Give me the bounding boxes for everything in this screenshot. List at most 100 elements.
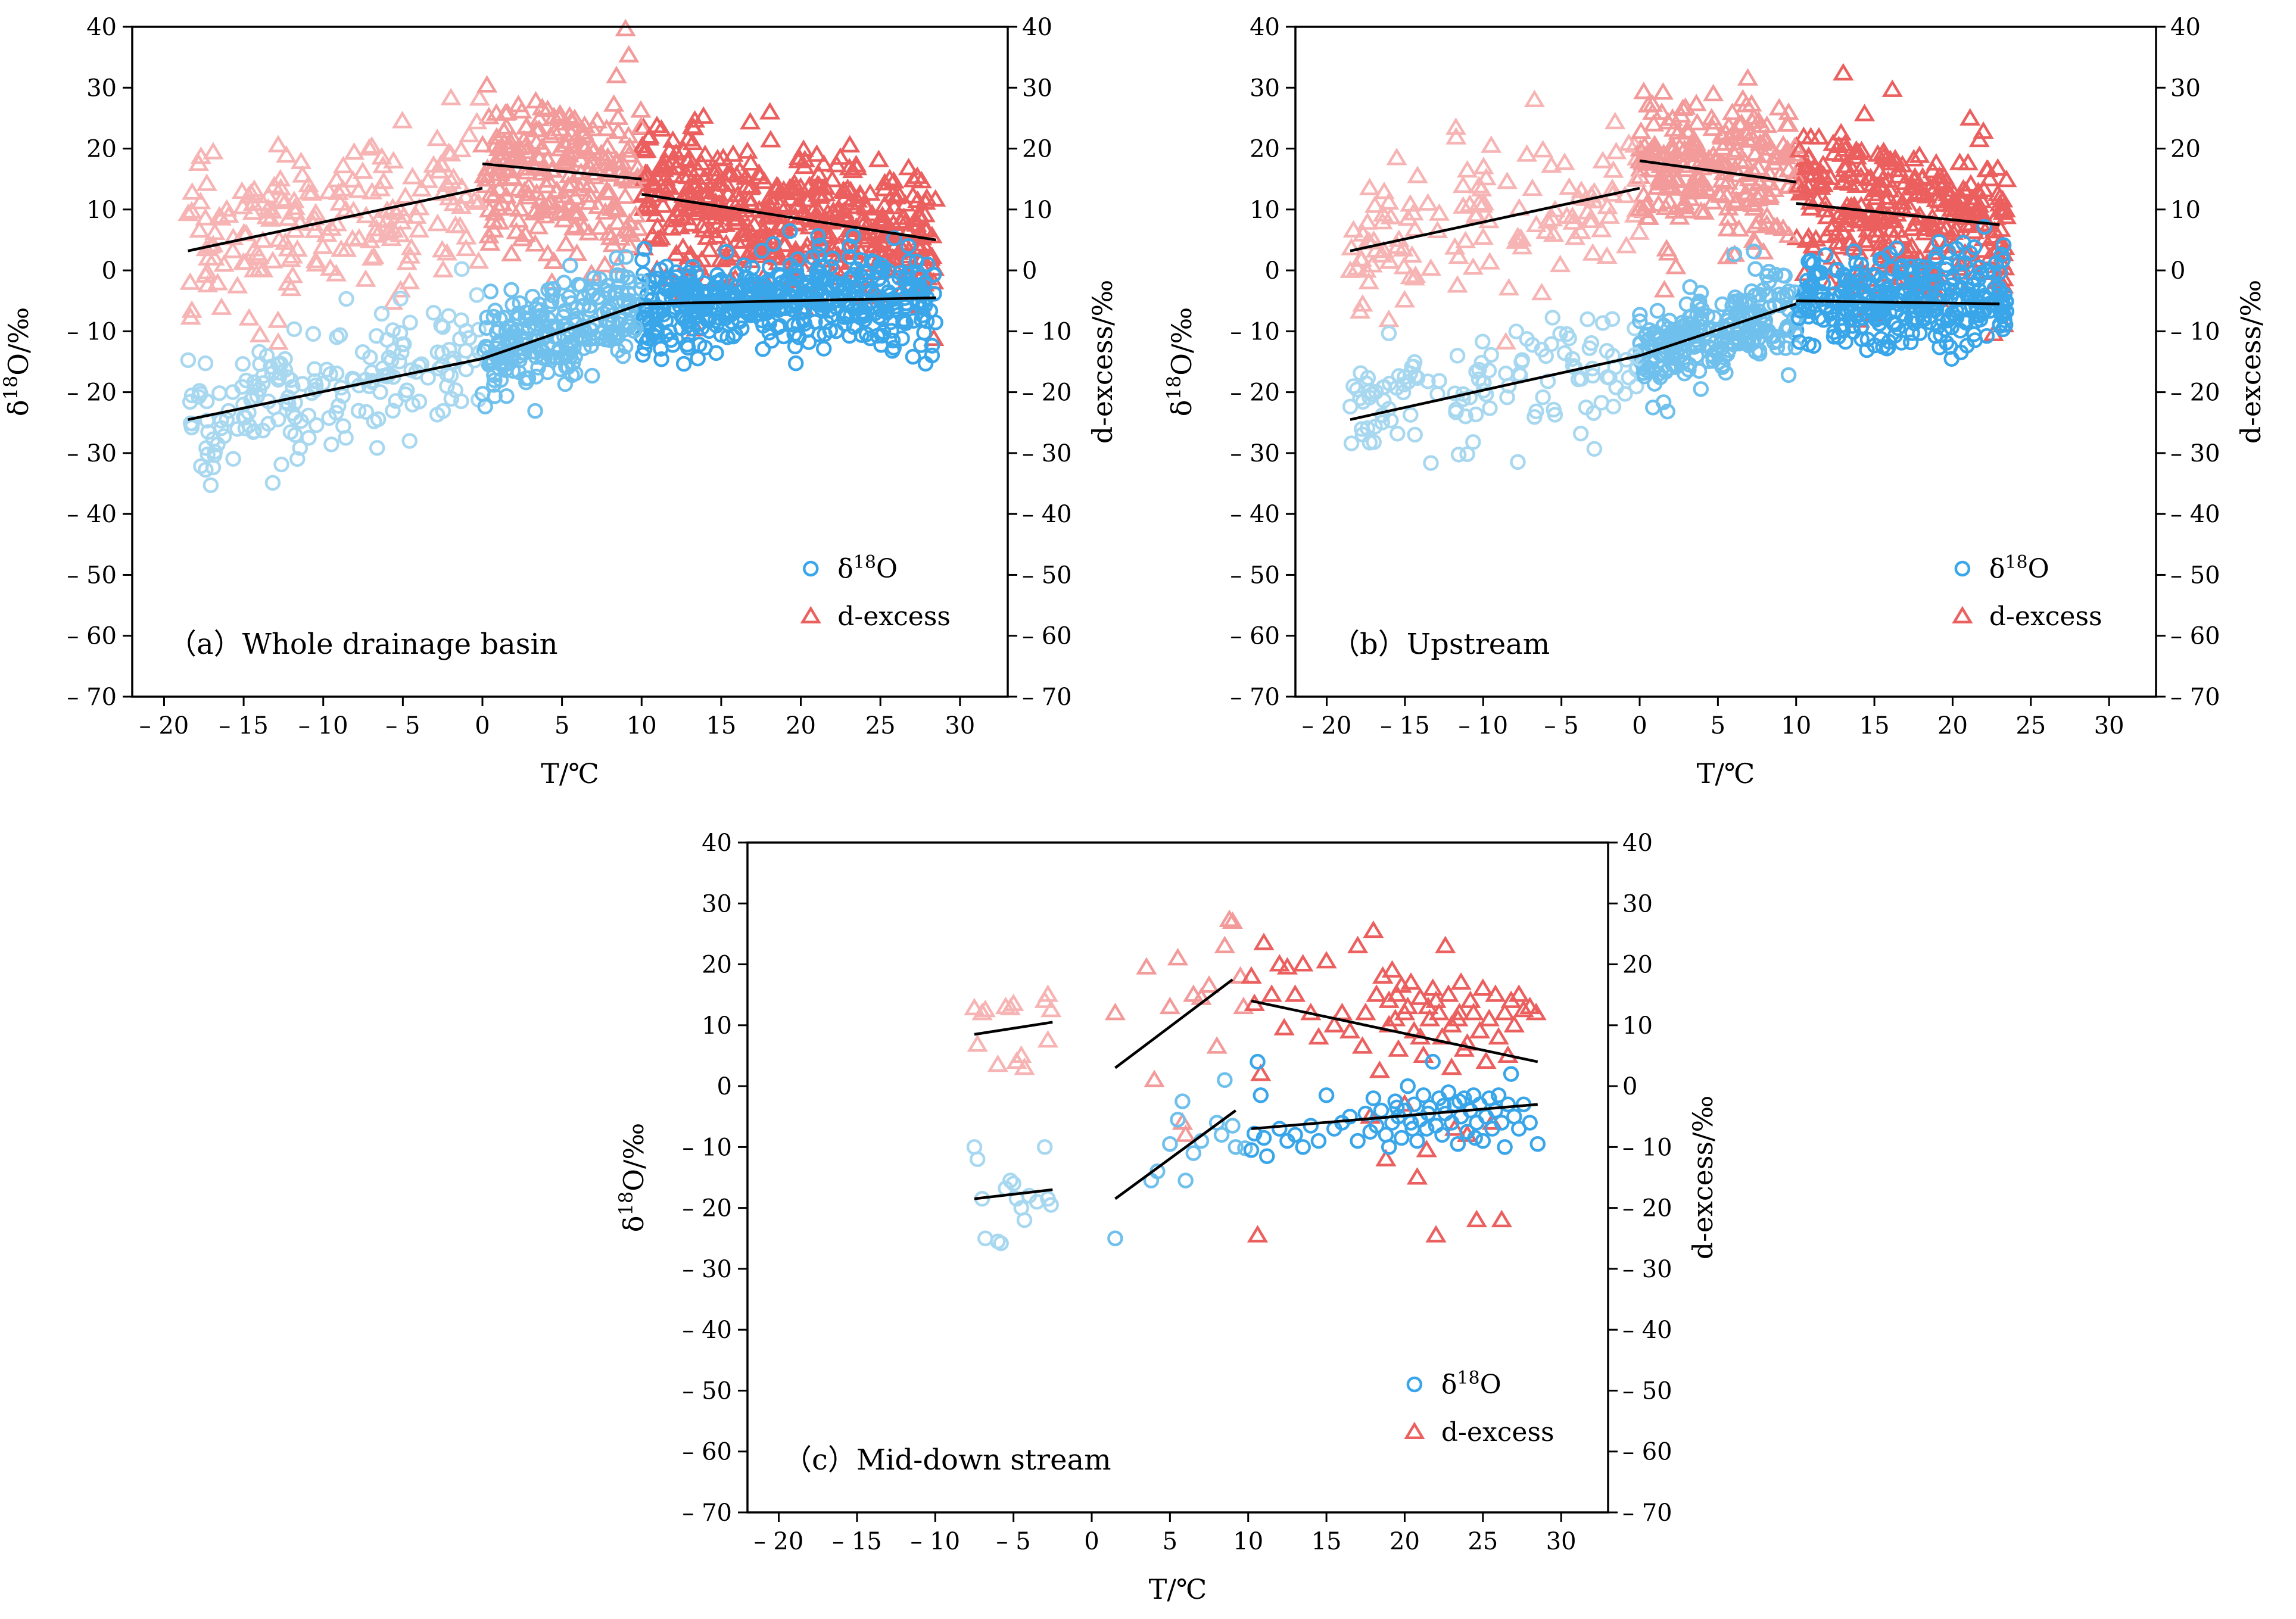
d18o-point xyxy=(1604,311,1621,327)
d18o-point xyxy=(544,287,560,304)
d18o-point xyxy=(1974,265,1990,281)
plot-frame xyxy=(131,26,1009,698)
dex-point xyxy=(1397,208,1419,226)
dex-point xyxy=(1778,225,1800,243)
dex-point xyxy=(479,233,501,251)
dex-point xyxy=(889,185,910,203)
dex-point xyxy=(408,220,430,238)
dex-point xyxy=(1777,176,1799,194)
y2-tick-label: – 10 xyxy=(2170,318,2220,345)
d18o-point xyxy=(332,327,348,344)
d18o-point xyxy=(527,403,543,419)
dex-point xyxy=(742,224,763,242)
dex-point xyxy=(906,214,927,232)
d18o-point xyxy=(402,314,418,330)
dex-point xyxy=(276,145,297,163)
d18o-point xyxy=(1760,323,1777,339)
y2-tick-label: 0 xyxy=(2170,257,2185,285)
d18o-point xyxy=(1580,311,1596,327)
dex-point xyxy=(606,150,628,169)
dex-point xyxy=(740,193,761,211)
dex-point xyxy=(1805,229,1827,247)
d18o-point xyxy=(601,285,618,301)
dex-point xyxy=(1638,207,1660,225)
dex-point xyxy=(1466,1209,1487,1228)
d18o-point xyxy=(761,325,777,341)
dex-point xyxy=(267,135,289,152)
d18o-point xyxy=(535,330,552,346)
d18o-point xyxy=(1475,1133,1491,1149)
dex-point xyxy=(1764,217,1786,235)
d18o-point xyxy=(1490,1087,1507,1103)
dex-point xyxy=(827,210,849,228)
x-axis-title: T/℃ xyxy=(1149,1573,1207,1605)
d18o-point xyxy=(644,280,661,296)
dex-point xyxy=(1839,233,1861,252)
d18o-point xyxy=(1228,1139,1244,1155)
dex-point xyxy=(859,183,881,201)
dex-point xyxy=(1747,158,1769,176)
dex-point xyxy=(1392,239,1414,257)
dex-point xyxy=(1172,1112,1194,1130)
y2-tick-label: – 50 xyxy=(2170,561,2220,589)
dex-point xyxy=(1990,219,2011,237)
dex-point xyxy=(267,310,289,328)
d18o-point xyxy=(969,1151,986,1168)
dex-point xyxy=(390,224,411,242)
d18o-point xyxy=(1678,296,1695,313)
d18o-point xyxy=(385,322,401,338)
y-tick-label: – 70 xyxy=(67,684,117,711)
d18o-point xyxy=(1107,1230,1123,1247)
x-tick-label: 30 xyxy=(1546,1528,1577,1555)
d18o-fit-line xyxy=(1796,299,2000,305)
dex-point xyxy=(740,153,762,171)
d18o-point xyxy=(273,456,289,473)
d18o-point xyxy=(736,257,752,273)
d18o-point xyxy=(1499,389,1515,405)
dex-point xyxy=(1834,159,1856,177)
dex-point xyxy=(1394,290,1416,308)
dex-point xyxy=(608,107,629,125)
dex-point xyxy=(1358,272,1379,289)
d18o-point xyxy=(328,365,345,382)
dex-point xyxy=(609,228,631,246)
dex-point xyxy=(501,244,522,261)
d18o-point xyxy=(1837,272,1853,288)
d18o-point xyxy=(836,309,852,325)
d18o-point xyxy=(845,228,862,245)
d18o-point xyxy=(1404,1121,1420,1137)
dex-point xyxy=(1665,170,1687,188)
dex-point xyxy=(1445,127,1467,145)
dex-point xyxy=(231,181,253,199)
d18o-point xyxy=(1823,302,1840,319)
d18o-point xyxy=(1895,274,1912,291)
d18o-point xyxy=(546,281,562,297)
dex-point xyxy=(537,244,559,261)
dex-point xyxy=(390,280,412,298)
d18o-point xyxy=(280,369,296,385)
d18o-point xyxy=(512,295,528,311)
y2-tick-label: 20 xyxy=(1622,952,1653,979)
d18o-point xyxy=(725,328,742,345)
y2-tick-label: – 70 xyxy=(1622,1499,1672,1527)
d18o-point xyxy=(1498,366,1514,382)
d18o-point xyxy=(1373,1102,1390,1119)
d18o-point xyxy=(853,327,870,344)
d18o-point xyxy=(1952,264,1968,280)
dex-point xyxy=(252,193,274,211)
dex-fit-line xyxy=(974,1021,1053,1036)
d18o-point xyxy=(335,418,351,434)
dex-point xyxy=(196,173,217,191)
dex-point xyxy=(1599,206,1621,224)
dex-point xyxy=(1968,129,1990,148)
dex-point xyxy=(1797,177,1820,195)
dex-point xyxy=(839,135,861,153)
d18o-point xyxy=(1837,282,1853,298)
dex-point xyxy=(682,132,703,151)
d18o-point xyxy=(358,404,375,420)
dex-point xyxy=(1625,169,1647,187)
dex-point xyxy=(1634,136,1655,154)
dex-point xyxy=(1821,219,1842,236)
dex-point xyxy=(1463,1002,1484,1021)
d18o-point xyxy=(486,367,502,383)
